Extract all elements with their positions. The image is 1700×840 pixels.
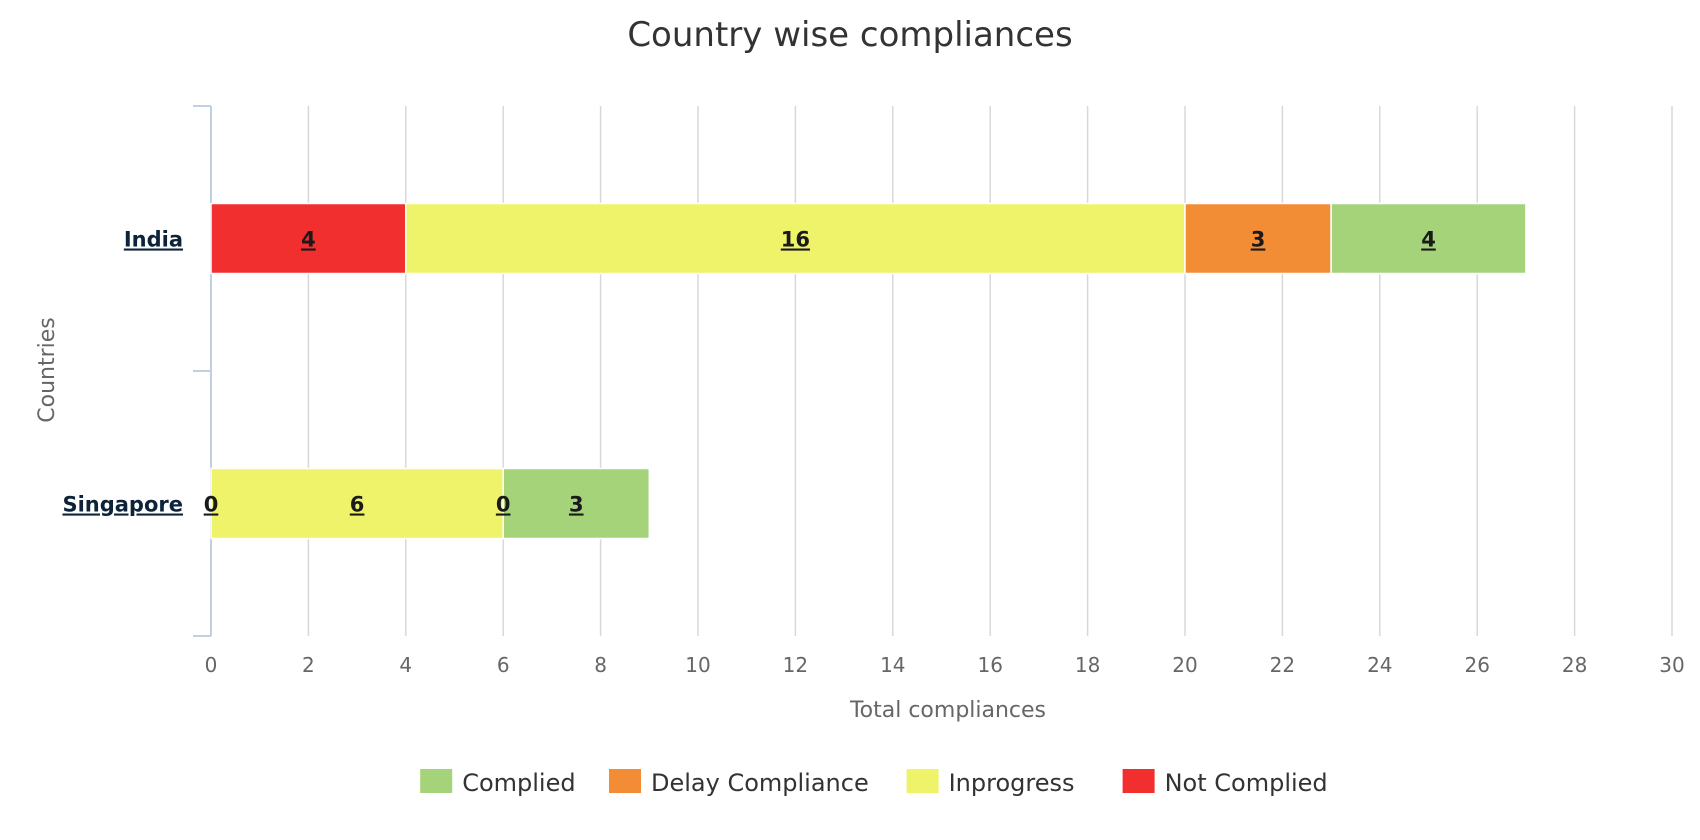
category-label-singapore[interactable]: Singapore <box>62 493 183 517</box>
x-tick-label: 0 <box>205 653 218 677</box>
bar-india-not-complied[interactable] <box>210 202 407 275</box>
x-tick-label: 12 <box>783 653 808 677</box>
legend-item-complied[interactable]: Complied <box>420 769 576 797</box>
x-tick-label: 10 <box>685 653 710 677</box>
data-label-india-inprogress[interactable]: 16 <box>781 228 810 252</box>
data-label-singapore-delay-compliance[interactable]: 0 <box>496 493 511 517</box>
bar-singapore-inprogress[interactable] <box>210 467 504 540</box>
grid-lines <box>307 106 1673 636</box>
x-tick-label: 28 <box>1562 653 1587 677</box>
x-tick-label: 16 <box>977 653 1002 677</box>
data-label-india-not-complied[interactable]: 4 <box>301 228 316 252</box>
category-labels: India Singapore <box>62 228 183 517</box>
data-label-singapore-not-complied[interactable]: 0 <box>204 493 219 517</box>
category-label-india[interactable]: India <box>124 228 183 252</box>
data-label-india-delay-compliance[interactable]: 3 <box>1251 228 1266 252</box>
legend-label: Complied <box>462 769 575 797</box>
x-tick-label: 4 <box>399 653 412 677</box>
x-tick-label: 18 <box>1075 653 1100 677</box>
legend-swatch <box>906 769 939 793</box>
x-tick-label: 26 <box>1464 653 1489 677</box>
legend-label: Inprogress <box>949 769 1075 797</box>
bars <box>210 202 1527 540</box>
x-tick-label: 2 <box>302 653 315 677</box>
legend-swatch <box>420 769 453 793</box>
bar-india-delay-compliance[interactable] <box>1184 202 1332 275</box>
legend-label: Delay Compliance <box>651 769 869 797</box>
bar-india-complied[interactable] <box>1330 202 1527 275</box>
x-axis-title: Total compliances <box>849 698 1046 723</box>
x-axis-ticks: 0 2 4 6 8 10 12 14 16 18 20 22 24 26 28 30 <box>205 653 1685 677</box>
bar-india-inprogress[interactable] <box>405 202 1186 275</box>
legend-item-not-complied[interactable]: Not Complied <box>1122 769 1328 797</box>
x-tick-label: 6 <box>497 653 510 677</box>
x-tick-label: 22 <box>1270 653 1295 677</box>
y-axis <box>193 105 212 637</box>
x-tick-label: 20 <box>1172 653 1197 677</box>
bar-singapore-complied[interactable] <box>502 467 651 540</box>
legend-item-inprogress[interactable]: Inprogress <box>906 769 1075 797</box>
legend-label: Not Complied <box>1165 769 1328 797</box>
legend-item-delay-compliance[interactable]: Delay Compliance <box>609 769 869 797</box>
y-axis-title: Countries <box>35 317 60 423</box>
x-tick-label: 24 <box>1367 653 1392 677</box>
data-labels: 4 16 3 4 0 6 0 3 <box>204 228 1436 517</box>
legend: Complied Delay Compliance Inprogress Not Co… <box>420 769 1328 797</box>
x-tick-label: 8 <box>594 653 607 677</box>
data-label-singapore-inprogress[interactable]: 6 <box>350 493 365 517</box>
chart-title: Country wise compliances <box>627 15 1072 55</box>
data-label-singapore-complied[interactable]: 3 <box>569 493 584 517</box>
legend-swatch <box>1122 769 1155 793</box>
data-label-india-complied[interactable]: 4 <box>1421 228 1436 252</box>
legend-swatch <box>609 769 641 793</box>
x-tick-label: 14 <box>880 653 905 677</box>
x-tick-label: 30 <box>1659 653 1684 677</box>
